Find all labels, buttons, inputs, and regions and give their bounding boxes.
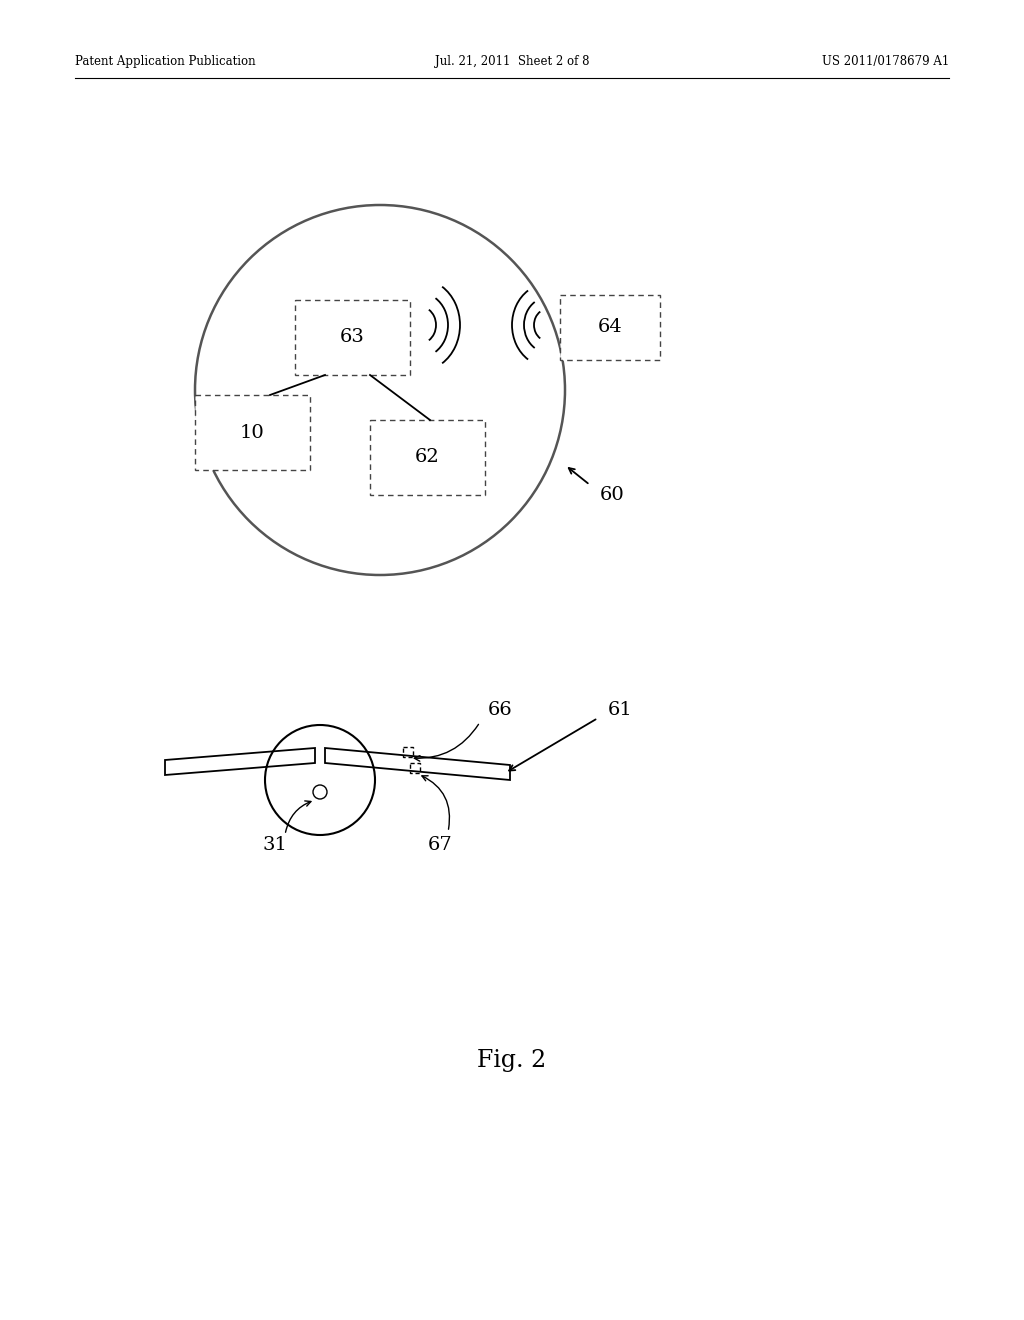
Bar (295, 300, 410, 375)
Bar (560, 294, 660, 360)
Text: 61: 61 (607, 701, 633, 719)
Text: Fig. 2: Fig. 2 (477, 1048, 547, 1072)
Text: US 2011/0178679 A1: US 2011/0178679 A1 (821, 55, 949, 69)
Bar (410, 763, 420, 774)
Text: Jul. 21, 2011  Sheet 2 of 8: Jul. 21, 2011 Sheet 2 of 8 (435, 55, 589, 69)
Text: 66: 66 (487, 701, 512, 719)
Text: 64: 64 (598, 318, 623, 337)
Text: 31: 31 (262, 836, 288, 854)
Text: 10: 10 (240, 424, 265, 441)
Text: 63: 63 (340, 329, 365, 346)
Text: 60: 60 (600, 486, 625, 504)
Text: 62: 62 (415, 449, 440, 466)
Text: Patent Application Publication: Patent Application Publication (75, 55, 256, 69)
Text: 67: 67 (428, 836, 453, 854)
Bar (195, 395, 310, 470)
Bar (370, 420, 485, 495)
Bar (403, 747, 413, 756)
